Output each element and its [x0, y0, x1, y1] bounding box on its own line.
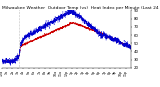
Text: Milwaukee Weather  Outdoor Temp (vs)  Heat Index per Minute (Last 24 Hours): Milwaukee Weather Outdoor Temp (vs) Heat… — [2, 6, 160, 10]
